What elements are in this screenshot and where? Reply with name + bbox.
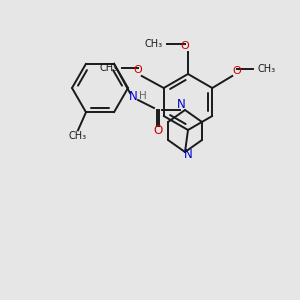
Text: N: N bbox=[177, 98, 185, 112]
Text: O: O bbox=[233, 66, 242, 76]
Text: O: O bbox=[134, 65, 142, 75]
Text: O: O bbox=[181, 41, 189, 51]
Text: CH₃: CH₃ bbox=[145, 39, 163, 49]
Text: N: N bbox=[184, 148, 192, 161]
Text: N: N bbox=[129, 89, 137, 103]
Text: H: H bbox=[139, 91, 147, 101]
Text: CH₃: CH₃ bbox=[257, 64, 275, 74]
Text: CH₃: CH₃ bbox=[69, 131, 87, 141]
Text: CH₃: CH₃ bbox=[100, 63, 118, 73]
Text: O: O bbox=[153, 124, 163, 137]
